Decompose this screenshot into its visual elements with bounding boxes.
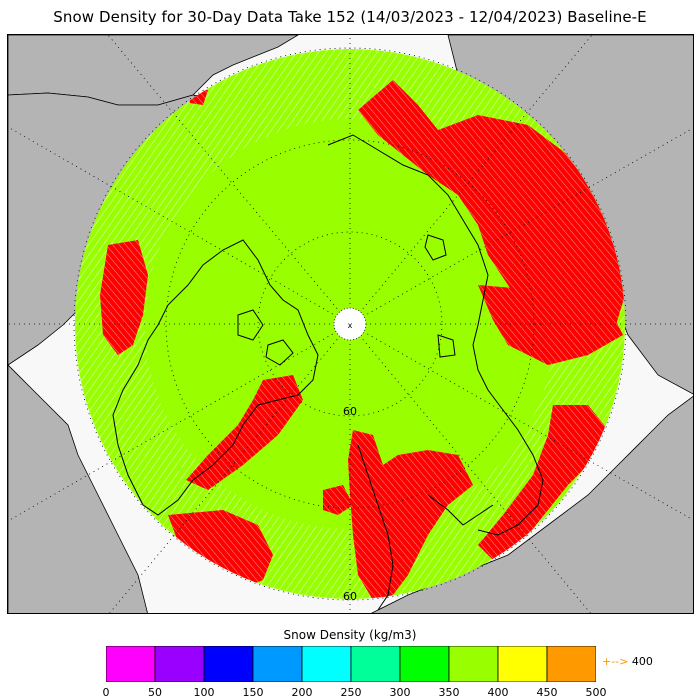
colorbar-title: Snow Density (kg/m3): [283, 628, 417, 642]
map-panel: x 60 60: [7, 34, 694, 614]
map-title: Snow Density for 30-Day Data Take 152 (1…: [53, 8, 647, 26]
high-density-region: [358, 80, 625, 345]
overflow-note: +--> 400: [602, 655, 653, 668]
polar-map: x 60 60: [8, 35, 693, 613]
colorbar-tick-label: 500: [585, 686, 607, 699]
colorbar-bin-2: [203, 646, 254, 682]
colorbar-tick-label: 400: [487, 686, 509, 699]
colorbar-tick-label: 150: [242, 686, 264, 699]
high-density-region: [100, 240, 148, 355]
land-europe: [371, 395, 693, 613]
colorbar-tick-label: 100: [193, 686, 215, 699]
colorbar-tick-label: 300: [389, 686, 411, 699]
colorbar-bin-0: [106, 646, 156, 682]
coastline-svalbard: [427, 494, 494, 526]
coastline-canada: [112, 239, 319, 516]
high-density-region: [186, 375, 303, 490]
pole-hole: [333, 307, 367, 341]
colorbar-tick-label: 200: [291, 686, 313, 699]
latitude-label: 60: [343, 405, 357, 418]
latitude-label: 60: [343, 590, 357, 603]
colorbar-tick-label: 450: [536, 686, 558, 699]
high-density-region: [168, 510, 273, 590]
high-density-region: [323, 485, 353, 515]
coastline-islands: [237, 234, 456, 366]
colorbar-tick-label: 250: [340, 686, 362, 699]
colorbar: [106, 646, 596, 682]
high-density-region: [478, 405, 608, 565]
colorbar-tick-label: 350: [438, 686, 460, 699]
coastlines: [112, 134, 544, 611]
coastline-siberia: [327, 134, 544, 536]
colorbar-bin-5: [350, 646, 401, 682]
graticule: [8, 35, 693, 613]
high-density-region: [478, 285, 623, 365]
colorbar-bin-4: [301, 646, 352, 682]
pole-marker: x: [348, 321, 353, 330]
coastline-greenland: [357, 444, 394, 611]
colorbar-bin-3: [252, 646, 303, 682]
colorbar-bin-1: [154, 646, 205, 682]
colorbar-tick-label: 50: [148, 686, 162, 699]
overflow-arrow: +-->: [602, 655, 629, 668]
colorbar-bin-8: [497, 646, 548, 682]
colorbar-bin-9: [546, 646, 596, 682]
overflow-value: 400: [631, 655, 653, 668]
colorbar-tick-label: 0: [102, 686, 110, 699]
colorbar-bin-7: [448, 646, 499, 682]
land-greenland-west: [8, 364, 148, 613]
colorbar-bin-6: [399, 646, 450, 682]
high-density-region: [348, 430, 473, 599]
high-density-regions: [100, 80, 625, 599]
